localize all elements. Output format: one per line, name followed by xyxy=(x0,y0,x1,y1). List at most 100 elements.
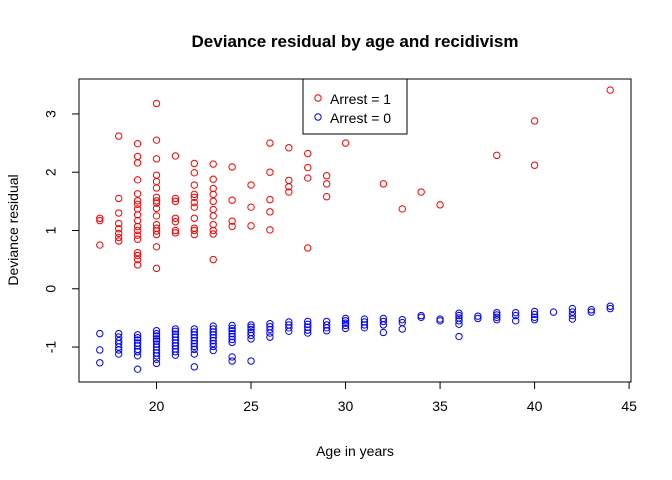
data-point-arrest-1 xyxy=(190,224,199,232)
data-point-arrest-0 xyxy=(152,327,161,335)
data-point-arrest-0 xyxy=(133,331,142,339)
data-point-arrest-0 xyxy=(133,334,142,342)
data-point-arrest-0 xyxy=(455,317,463,325)
data-point-arrest-0 xyxy=(493,315,501,324)
data-point-arrest-0 xyxy=(228,324,236,333)
data-point-arrest-1 xyxy=(209,175,217,183)
data-point-arrest-1 xyxy=(171,226,180,235)
data-point-arrest-1 xyxy=(152,204,161,213)
legend: Arrest = 1 Arrest = 0 xyxy=(302,78,408,135)
legend-label-arrest-1: Arrest = 1 xyxy=(330,91,391,107)
data-point-arrest-0 xyxy=(266,329,274,337)
data-point-arrest-0 xyxy=(133,348,142,356)
data-point-arrest-1 xyxy=(152,197,161,205)
data-point-arrest-1 xyxy=(96,214,104,222)
data-point-arrest-0 xyxy=(152,346,161,354)
data-point-arrest-0 xyxy=(209,336,217,345)
data-point-arrest-1 xyxy=(209,255,217,264)
data-point-arrest-1 xyxy=(114,237,123,245)
data-point-arrest-1 xyxy=(190,198,199,207)
data-point-arrest-1 xyxy=(436,201,444,209)
data-point-arrest-1 xyxy=(190,203,199,211)
data-point-arrest-1 xyxy=(171,197,180,206)
data-point-arrest-0 xyxy=(360,318,369,326)
data-point-arrest-0 xyxy=(190,363,199,371)
data-point-arrest-0 xyxy=(474,312,482,320)
data-point-arrest-0 xyxy=(171,342,180,350)
data-point-arrest-1 xyxy=(133,190,142,198)
data-point-arrest-1 xyxy=(171,214,180,222)
data-point-arrest-1 xyxy=(209,230,217,238)
data-point-arrest-0 xyxy=(152,335,161,343)
data-point-arrest-1 xyxy=(96,216,104,225)
data-point-arrest-0 xyxy=(152,352,161,360)
data-point-arrest-1 xyxy=(266,226,274,234)
data-point-arrest-1 xyxy=(114,132,123,140)
data-point-arrest-0 xyxy=(341,321,350,330)
x-axis-label: Age in years xyxy=(316,443,394,459)
data-point-arrest-1 xyxy=(190,190,199,199)
data-point-arrest-0 xyxy=(114,350,123,358)
data-point-arrest-1 xyxy=(266,168,274,176)
chart-title: Deviance residual by age and recidivism xyxy=(192,32,519,51)
data-point-arrest-1 xyxy=(152,99,161,108)
data-point-arrest-1 xyxy=(152,177,161,186)
data-point-arrest-0 xyxy=(228,327,236,335)
data-point-arrest-0 xyxy=(190,336,199,345)
data-point-arrest-1 xyxy=(228,222,236,231)
data-point-arrest-0 xyxy=(493,313,501,322)
data-point-arrest-0 xyxy=(209,339,217,348)
data-point-arrest-0 xyxy=(360,321,369,329)
data-point-arrest-0 xyxy=(266,333,274,341)
data-point-arrest-0 xyxy=(190,339,199,348)
data-point-arrest-0 xyxy=(228,353,236,361)
data-point-arrest-0 xyxy=(228,335,236,344)
data-point-arrest-0 xyxy=(209,346,217,355)
data-point-arrest-0 xyxy=(209,331,217,339)
data-point-arrest-1 xyxy=(152,212,161,220)
x-tick-label: 45 xyxy=(621,398,637,414)
data-point-arrest-0 xyxy=(228,332,236,341)
data-point-arrest-1 xyxy=(530,117,539,125)
data-point-arrest-1 xyxy=(322,180,331,188)
data-point-arrest-0 xyxy=(379,317,388,326)
x-tick-label: 35 xyxy=(432,398,448,414)
data-point-arrest-0 xyxy=(209,334,217,342)
data-point-arrest-0 xyxy=(133,365,142,373)
data-point-arrest-0 xyxy=(190,328,199,336)
data-point-arrest-1 xyxy=(133,222,142,231)
data-point-arrest-1 xyxy=(133,176,142,184)
data-point-arrest-0 xyxy=(455,309,463,317)
data-point-arrest-0 xyxy=(228,321,236,330)
data-point-arrest-0 xyxy=(322,327,331,335)
data-point-arrest-0 xyxy=(304,323,312,331)
data-point-arrest-0 xyxy=(96,359,104,367)
data-point-arrest-0 xyxy=(209,342,217,351)
data-point-arrest-0 xyxy=(417,313,425,322)
data-point-arrest-1 xyxy=(209,184,217,193)
data-point-arrest-1 xyxy=(133,205,142,213)
data-point-arrest-0 xyxy=(455,320,463,329)
data-point-arrest-0 xyxy=(568,311,577,320)
data-point-arrest-1 xyxy=(247,222,255,230)
data-point-arrest-1 xyxy=(209,226,217,235)
x-tick-label: 20 xyxy=(149,398,165,414)
x-axis: 20 25 30 35 40 45 xyxy=(149,382,637,414)
data-point-arrest-1 xyxy=(114,219,123,228)
data-point-arrest-0 xyxy=(455,311,463,320)
data-point-arrest-1 xyxy=(133,159,142,167)
data-point-arrest-0 xyxy=(152,355,161,363)
data-point-arrest-0 xyxy=(398,325,406,333)
data-point-arrest-0 xyxy=(171,336,180,344)
data-point-arrest-1 xyxy=(266,139,274,147)
data-point-arrest-1 xyxy=(606,86,614,94)
data-point-arrest-1 xyxy=(152,243,161,251)
data-point-arrest-0 xyxy=(190,331,199,339)
data-point-arrest-0 xyxy=(133,352,142,360)
data-point-arrest-1 xyxy=(133,255,142,264)
y-axis-label: Deviance residual xyxy=(5,174,21,285)
data-point-arrest-1 xyxy=(133,261,142,269)
data-point-arrest-0 xyxy=(133,342,142,350)
data-point-arrest-0 xyxy=(304,326,312,334)
data-point-arrest-0 xyxy=(511,311,520,320)
